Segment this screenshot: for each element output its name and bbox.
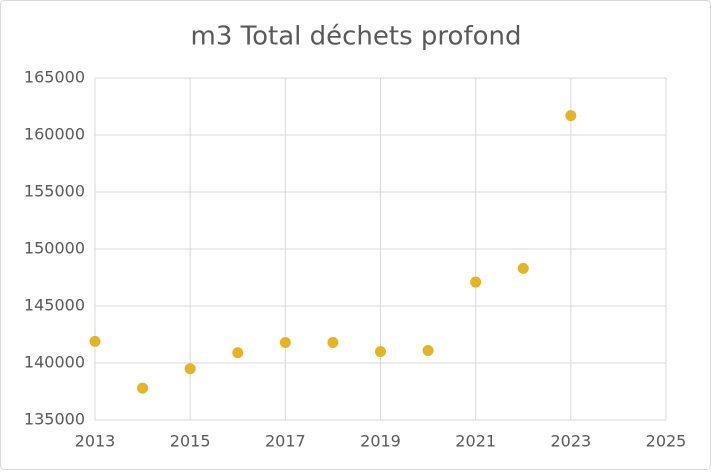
point bbox=[279, 336, 291, 348]
y-tick-label: 155000 bbox=[24, 182, 85, 201]
y-tick-label: 160000 bbox=[24, 125, 85, 144]
x-tick-label: 2019 bbox=[360, 432, 401, 451]
y-tick-label: 145000 bbox=[24, 296, 85, 315]
x-tick-label: 2021 bbox=[455, 432, 496, 451]
point bbox=[137, 382, 149, 394]
x-tick-label: 2017 bbox=[265, 432, 306, 451]
point bbox=[232, 347, 244, 359]
x-tick-label: 2025 bbox=[646, 432, 687, 451]
y-tick-label: 135000 bbox=[24, 410, 85, 429]
point bbox=[422, 344, 434, 356]
x-tick-label: 2023 bbox=[550, 432, 591, 451]
x-tick-label: 2015 bbox=[170, 432, 211, 451]
chart-title: m3 Total déchets profond bbox=[191, 22, 522, 52]
y-tick-label: 150000 bbox=[24, 239, 85, 258]
point bbox=[565, 110, 577, 122]
point bbox=[375, 346, 386, 358]
point bbox=[184, 363, 196, 375]
point bbox=[470, 276, 482, 288]
point bbox=[327, 336, 339, 348]
y-tick-label: 140000 bbox=[24, 353, 85, 372]
y-tick-label: 165000 bbox=[24, 68, 85, 87]
x-tick-label: 2013 bbox=[75, 432, 116, 451]
point bbox=[517, 262, 529, 274]
point bbox=[89, 335, 101, 347]
